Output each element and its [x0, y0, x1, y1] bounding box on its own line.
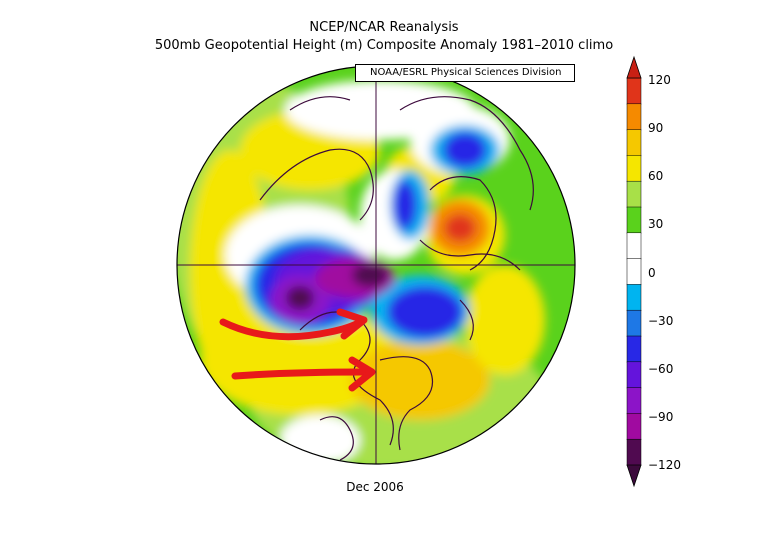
upper-arrow-head [336, 308, 368, 340]
colorbar-cell [626, 438, 642, 466]
colorbar-top-arrow [626, 55, 642, 79]
lower-arrow-shaft [231, 368, 369, 380]
colorbar-cell [626, 258, 642, 286]
colorbar-tick-label: −30 [648, 313, 674, 328]
colorbar-cell [626, 103, 642, 131]
colorbar-cell [626, 284, 642, 311]
colorbar-cell [626, 155, 642, 182]
annotation-arrows [219, 308, 376, 392]
colorbar-cell [626, 361, 642, 389]
colorbar-bottom-arrow [626, 464, 642, 488]
colorbar-cell [626, 309, 642, 337]
title-line-2: 500mb Geopotential Height (m) Composite … [154, 38, 614, 53]
credit-label: NOAA/ESRL Physical Sciences Division [355, 64, 575, 82]
colorbar-tick-label: 90 [648, 121, 664, 136]
colorbar-cell [626, 206, 642, 234]
colorbar-tick-label: 60 [648, 169, 664, 184]
colorbar-tick-label: −60 [648, 361, 674, 376]
colorbar-cell [626, 413, 642, 440]
colorbar-cell [626, 180, 642, 208]
colorbar-cell [626, 232, 642, 260]
colorbar-cell [626, 77, 642, 105]
colorbar-tick-label: 0 [648, 265, 656, 280]
date-label: Dec 2006 [346, 480, 404, 494]
colorbar-tick-label: −120 [648, 458, 681, 472]
lower-arrow-head [348, 356, 376, 392]
colorbar-tick-label: 120 [648, 73, 671, 87]
colorbar-tick-label: 30 [648, 217, 664, 232]
colorbar-cell [626, 387, 642, 415]
colorbar-cell [626, 335, 642, 363]
title-line-1: NCEP/NCAR Reanalysis [309, 20, 459, 35]
colorbar-cell [626, 129, 642, 157]
colorbar-tick-label: −90 [648, 409, 674, 424]
coastlines [259, 96, 534, 461]
